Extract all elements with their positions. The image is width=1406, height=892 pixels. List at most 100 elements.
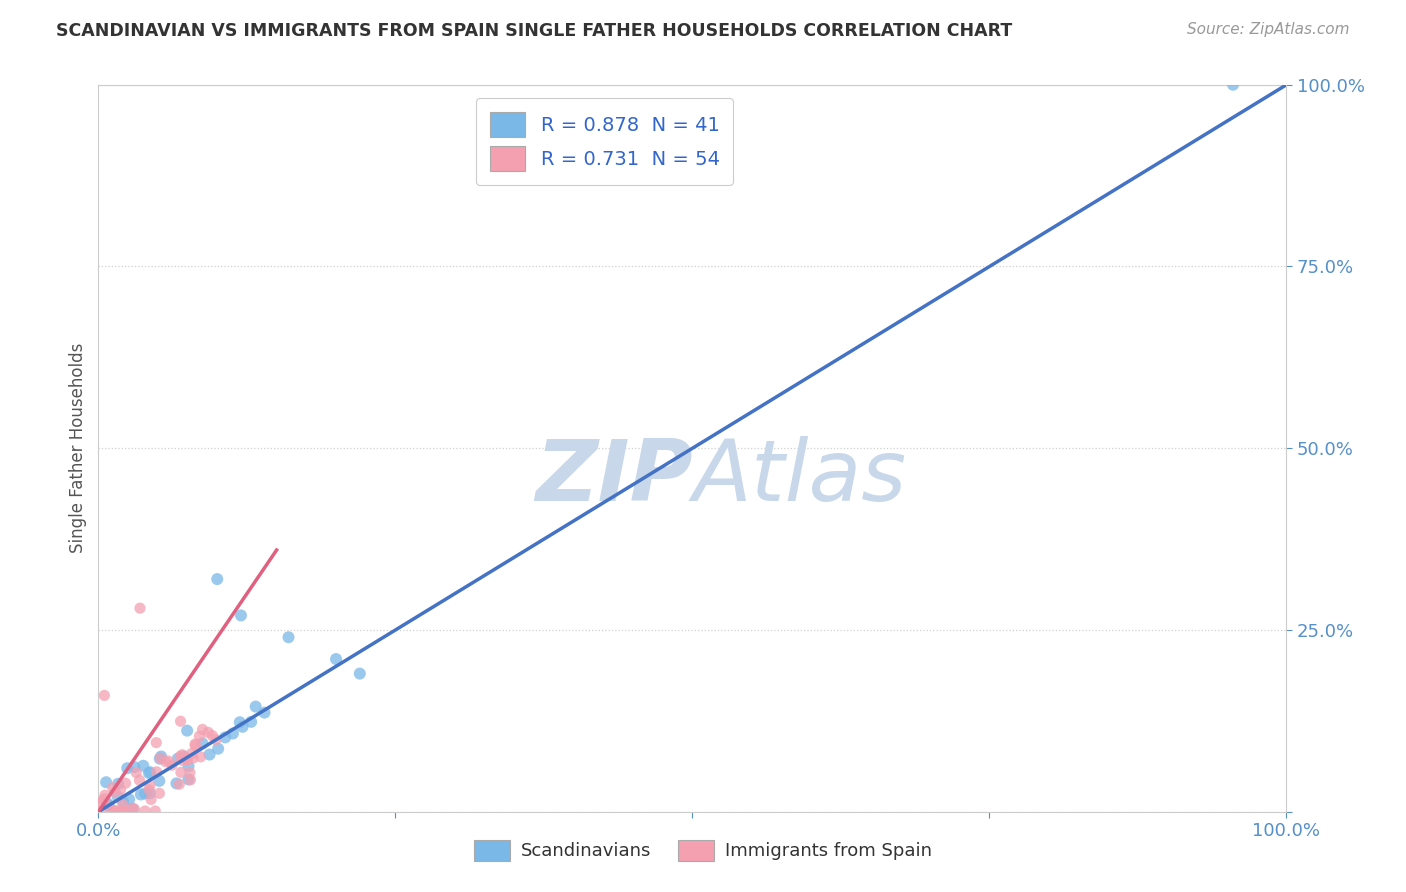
Point — [97, 798, 120, 813]
Point — [150, 749, 173, 764]
Point — [176, 723, 198, 738]
Point — [277, 630, 299, 644]
Point — [114, 776, 136, 790]
Point — [157, 754, 180, 768]
Point — [172, 747, 194, 762]
Text: ZIP: ZIP — [534, 436, 692, 519]
Point — [229, 715, 252, 730]
Point — [108, 804, 131, 818]
Point — [245, 699, 267, 714]
Point — [139, 778, 162, 792]
Point — [104, 804, 127, 818]
Point — [132, 758, 155, 772]
Point — [107, 777, 129, 791]
Point — [169, 749, 191, 764]
Point — [90, 804, 112, 818]
Point — [103, 804, 125, 818]
Point — [222, 726, 245, 740]
Point — [232, 720, 254, 734]
Point — [100, 804, 122, 818]
Point — [138, 766, 160, 780]
Point — [349, 666, 371, 681]
Point — [149, 752, 172, 766]
Text: Atlas: Atlas — [692, 436, 907, 519]
Point — [91, 793, 114, 807]
Point — [184, 737, 207, 751]
Point — [170, 765, 193, 780]
Point — [129, 601, 152, 615]
Point — [101, 780, 124, 795]
Point — [188, 729, 211, 743]
Point — [145, 736, 167, 750]
Point — [177, 772, 200, 787]
Point — [214, 731, 236, 745]
Point — [134, 804, 156, 818]
Point — [197, 725, 219, 739]
Point — [89, 796, 111, 810]
Point — [166, 752, 188, 766]
Point — [94, 792, 117, 806]
Point — [207, 741, 229, 756]
Point — [207, 572, 229, 586]
Point — [111, 795, 134, 809]
Point — [149, 751, 172, 765]
Y-axis label: Single Father Households: Single Father Households — [69, 343, 87, 553]
Point — [125, 765, 148, 780]
Point — [179, 765, 201, 780]
Point — [165, 776, 187, 790]
Point — [173, 749, 195, 764]
Point — [148, 786, 170, 800]
Point — [124, 802, 146, 816]
Point — [190, 749, 212, 764]
Point — [191, 723, 214, 737]
Point — [124, 760, 146, 774]
Point — [139, 765, 162, 780]
Point — [139, 792, 162, 806]
Point — [145, 764, 167, 779]
Point — [201, 729, 224, 743]
Point — [184, 739, 207, 753]
Point — [179, 772, 201, 787]
Text: SCANDINAVIAN VS IMMIGRANTS FROM SPAIN SINGLE FATHER HOUSEHOLDS CORRELATION CHART: SCANDINAVIAN VS IMMIGRANTS FROM SPAIN SI… — [56, 22, 1012, 40]
Point — [177, 759, 200, 773]
Point — [128, 773, 150, 788]
Point — [107, 789, 129, 804]
Point — [148, 773, 170, 788]
Point — [240, 714, 263, 729]
Text: Source: ZipAtlas.com: Source: ZipAtlas.com — [1187, 22, 1350, 37]
Point — [325, 652, 347, 666]
Point — [94, 788, 117, 802]
Point — [110, 782, 132, 797]
Point — [205, 732, 228, 747]
Point — [112, 804, 135, 818]
Point — [129, 788, 152, 802]
Point — [143, 804, 166, 818]
Point — [94, 775, 117, 789]
Legend: R = 0.878  N = 41, R = 0.731  N = 54: R = 0.878 N = 41, R = 0.731 N = 54 — [477, 98, 733, 185]
Point — [111, 797, 134, 812]
Point — [120, 801, 142, 815]
Point — [134, 787, 156, 801]
Point — [229, 608, 252, 623]
Point — [121, 802, 143, 816]
Point — [181, 751, 204, 765]
Point — [198, 747, 221, 762]
Point — [115, 761, 138, 775]
Point — [155, 755, 177, 769]
Point — [1222, 78, 1244, 92]
Point — [169, 714, 191, 729]
Point — [118, 792, 141, 806]
Point — [139, 786, 162, 800]
Point — [111, 804, 134, 818]
Point — [93, 689, 115, 703]
Point — [104, 785, 127, 799]
Point — [160, 758, 183, 772]
Point — [253, 706, 276, 720]
Point — [169, 777, 191, 791]
Legend: Scandinavians, Immigrants from Spain: Scandinavians, Immigrants from Spain — [465, 830, 941, 870]
Point — [172, 753, 194, 767]
Point — [191, 736, 214, 750]
Point — [176, 753, 198, 767]
Point — [138, 782, 160, 797]
Point — [96, 797, 118, 811]
